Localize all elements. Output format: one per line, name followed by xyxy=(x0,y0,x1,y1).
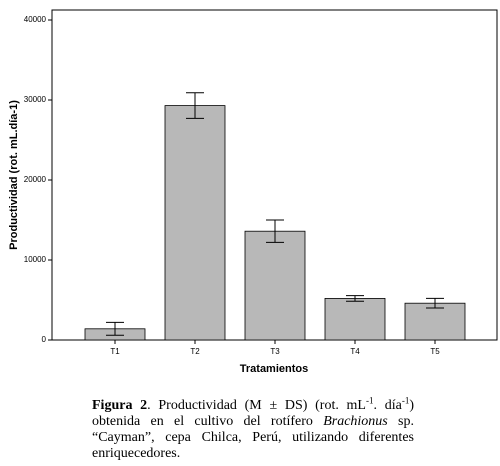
caption-text: Figura 2 xyxy=(92,398,148,413)
caption-text: sp. “Cayman”, cepa Chilca, Perú, utiliza… xyxy=(92,414,414,461)
x-tick-label: T1 xyxy=(110,347,120,356)
caption-text: Brachionus xyxy=(323,414,388,429)
error-bar xyxy=(266,219,284,243)
y-tick-label: 40000 xyxy=(24,15,47,24)
y-tick-label: 20000 xyxy=(24,175,47,184)
y-tick-label: 0 xyxy=(42,335,47,344)
x-tick-label: T5 xyxy=(430,347,440,356)
x-tick-label: T4 xyxy=(350,347,360,356)
y-tick-label: 30000 xyxy=(24,95,47,104)
caption-text: . Productividad (M ± DS) (rot. mL xyxy=(147,398,366,413)
bar xyxy=(324,297,386,341)
y-axis-label: Productividad (rot. mL.día-1) xyxy=(8,100,20,250)
x-tick-label: T2 xyxy=(190,347,200,356)
y-tick-label: 10000 xyxy=(24,255,47,264)
caption-text: . día xyxy=(373,398,402,413)
error-bar xyxy=(426,297,444,309)
figure-caption: Figura 2. Productividad (M ± DS) (rot. m… xyxy=(92,395,414,462)
bar xyxy=(244,230,306,341)
caption-text: -1 xyxy=(401,395,410,406)
x-tick-label: T3 xyxy=(270,347,280,356)
error-bar xyxy=(346,295,364,302)
caption-text: -1 xyxy=(366,395,374,406)
bar xyxy=(164,105,226,341)
chart: Productividad (rot. mL.día-1) Tratamient… xyxy=(8,9,498,375)
error-bar xyxy=(186,92,204,119)
caption-text: ) obtenida en el cultivo del rotífero xyxy=(92,398,414,429)
x-axis-label: Tratamientos xyxy=(240,363,308,375)
error-bar xyxy=(106,321,124,336)
bar xyxy=(404,302,466,341)
